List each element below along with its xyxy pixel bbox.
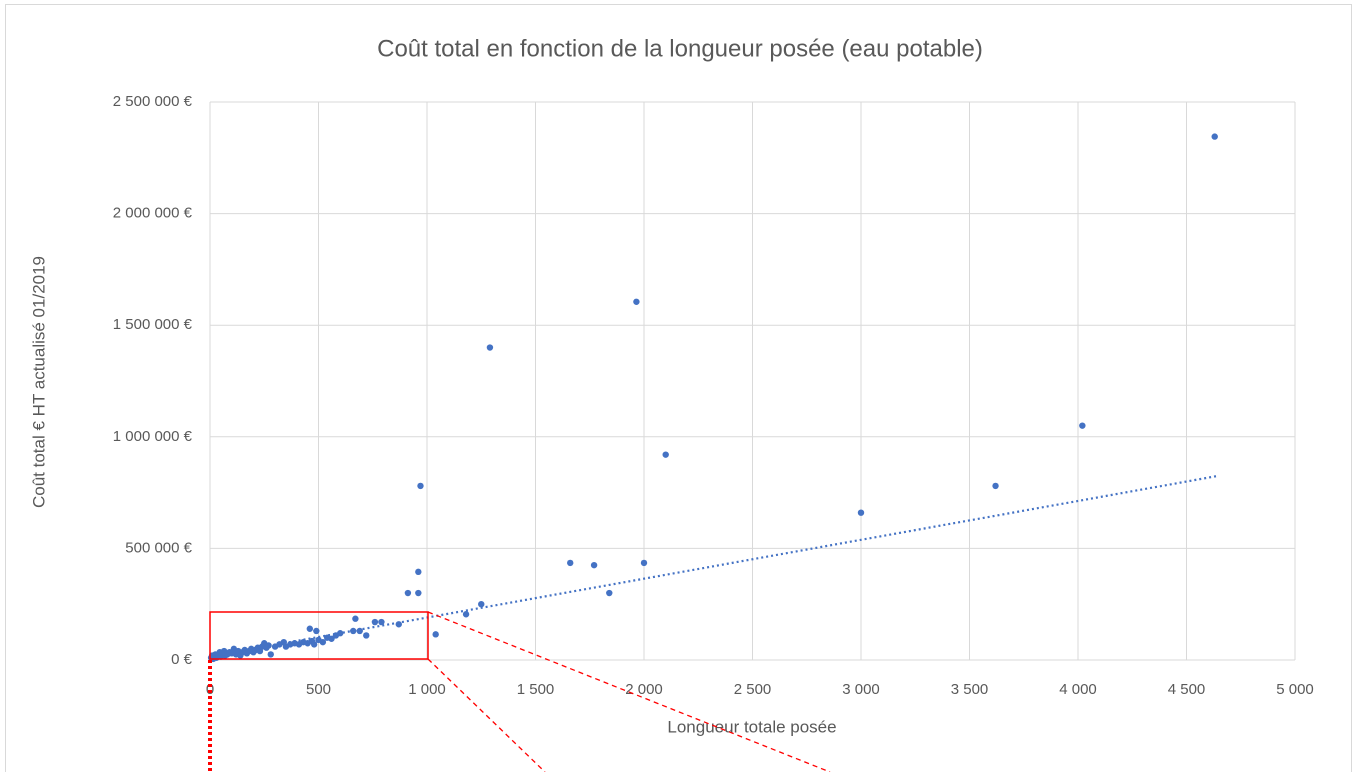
x-tick-label: 1 500 [517,681,555,698]
data-point [992,482,999,490]
zoom-line [427,611,831,772]
data-point [319,638,327,646]
data-point [363,632,370,639]
data-point [462,611,470,618]
x-tick-label: 0 [206,681,214,698]
data-point [417,482,424,490]
data-point [590,561,598,569]
data-point [857,509,865,516]
data-point [415,568,422,576]
x-axis-label: Longueur totale posée [667,717,836,736]
data-point [332,632,340,639]
data-point [633,298,640,305]
data-point [352,615,359,622]
x-tick-label: 3 500 [951,681,989,698]
x-tick-label: 5 000 [1276,681,1314,698]
data-point [378,618,385,626]
data-point [404,589,412,597]
data-point [478,601,485,608]
data-point [432,631,439,638]
y-tick-label: 1 000 000 € [113,428,193,445]
zoom-box [209,611,429,660]
y-tick-label: 1 500 000 € [113,316,193,333]
chart-border [5,4,1352,772]
x-tick-label: 1 000 [408,681,446,698]
data-point [267,651,274,658]
x-tick-label: 3 000 [842,681,880,698]
data-point [350,627,357,635]
data-point [265,642,272,649]
data-point [328,635,335,642]
data-point [306,625,314,632]
data-point [1079,422,1086,429]
data-point [486,344,494,351]
x-tick-label: 4 000 [1059,681,1097,698]
data-point [356,627,363,635]
data-point [310,641,318,648]
y-tick-label: 2 000 000 € [113,205,193,222]
data-point [415,589,422,597]
data-point [567,559,574,567]
x-tick-label: 4 500 [1168,681,1206,698]
zoom-line [427,658,546,772]
x-tick-label: 2 000 [625,681,663,698]
y-tick-label: 500 000 € [125,539,192,556]
data-point [395,621,402,628]
x-tick-label: 500 [306,681,331,698]
data-point [371,618,379,626]
y-axis-label: Coût total € HT actualisé 01/2019 [29,256,48,508]
plot-area: 0 € 500 000 € 1 000 000 € 1 500 000 € 2 000 … [113,93,1314,698]
data-point [662,451,669,458]
data-point [313,627,320,635]
trendline [209,475,1218,658]
data-point [640,559,648,567]
zoom-annotation [208,611,831,772]
data-point [606,589,613,597]
y-tick-label: 2 500 000 € [113,93,193,110]
x-tick-label: 2 500 [734,681,772,698]
chart-title: Coût total en fonction de la longueur po… [377,35,983,62]
y-tick-label: 0 € [171,651,193,668]
data-point [1211,133,1218,140]
